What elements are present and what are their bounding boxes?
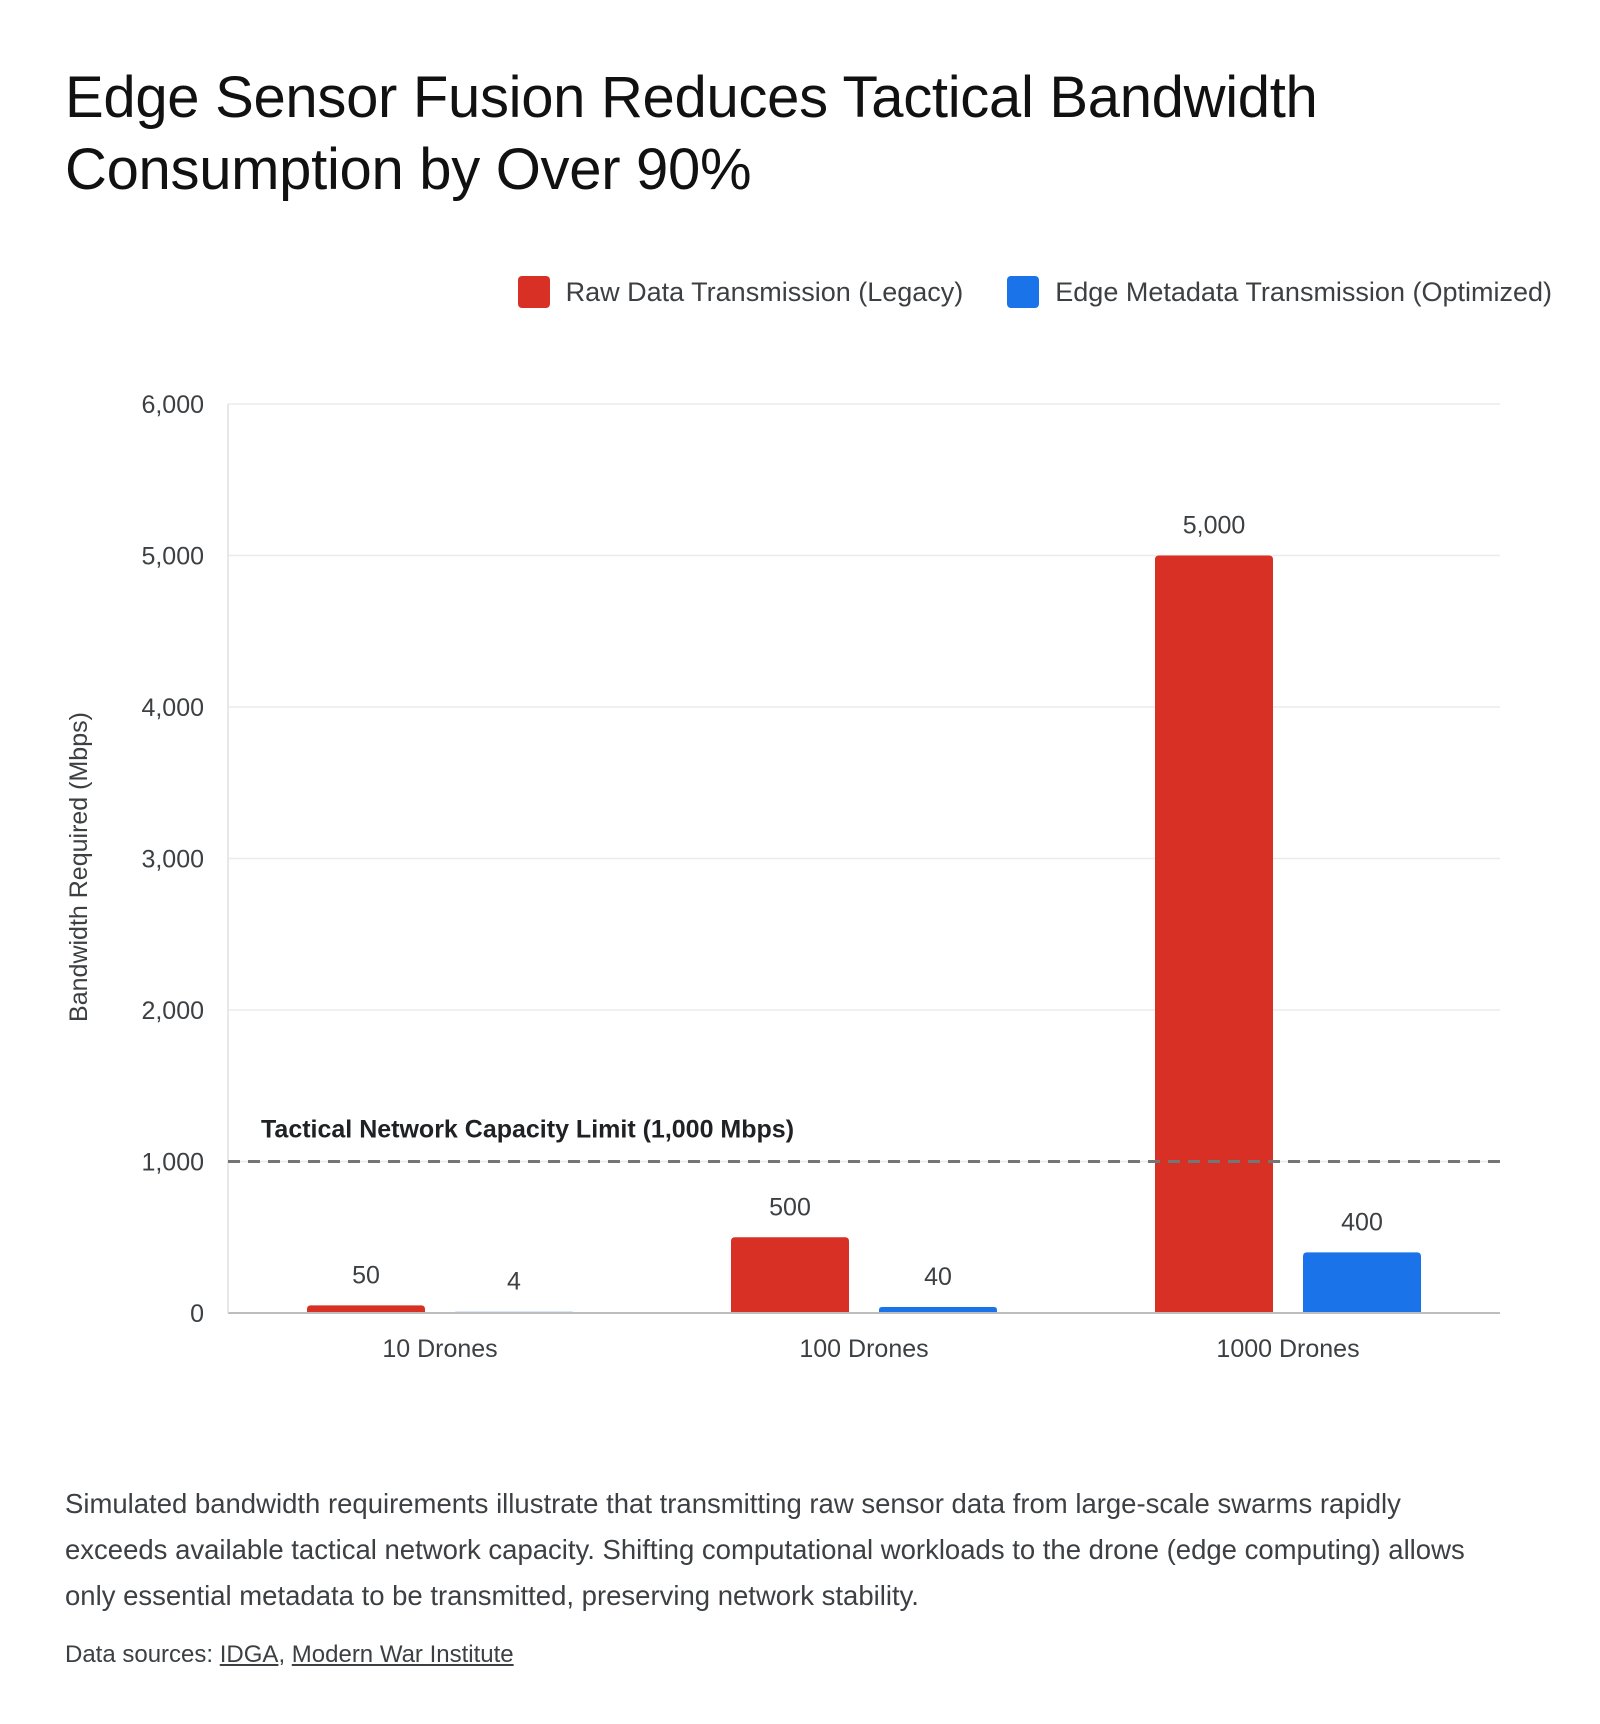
y-tick-label: 3,000 (141, 846, 204, 874)
y-tick-label: 5,000 (141, 543, 204, 571)
y-tick-labels: 0 1,000 2,000 3,000 4,000 5,000 6,000 (141, 391, 204, 1328)
y-tick-label: 4,000 (141, 694, 204, 722)
chart-description: Simulated bandwidth requirements illustr… (65, 1488, 1465, 1611)
capacity-limit-label: Tactical Network Capacity Limit (1,000 M… (261, 1116, 794, 1144)
data-label: 5,000 (1183, 512, 1246, 540)
x-tick-label: 10 Drones (382, 1335, 497, 1363)
legend-label-raw: Raw Data Transmission (Legacy) (565, 276, 964, 307)
sources-label: Data sources: (65, 1641, 214, 1668)
data-labels: 50 4 500 40 5,000 400 (352, 512, 1383, 1296)
bar-raw[interactable] (731, 1237, 849, 1313)
chart-legend: Raw Data Transmission (Legacy) Edge Meta… (517, 276, 1552, 308)
x-tick-label: 1000 Drones (1216, 1335, 1359, 1363)
data-sources: Data sources: IDGA, Modern War Institute (65, 1641, 514, 1669)
gridlines (228, 403, 1500, 1163)
legend-item-edge[interactable]: Edge Metadata Transmission (Optimized) (1007, 276, 1552, 308)
x-tick-labels: 10 Drones 100 Drones 1000 Drones (382, 1335, 1359, 1363)
data-label: 4 (507, 1268, 521, 1296)
bar-edge[interactable] (1303, 1252, 1421, 1313)
source-link-idga[interactable]: IDGA (219, 1641, 279, 1668)
bar-chart: 0 1,000 2,000 3,000 4,000 5,000 6,000 Bandwidt… (65, 391, 1502, 1363)
y-tick-label: 1,000 (141, 1149, 204, 1177)
source-link-modern-war-institute[interactable]: Modern War Institute (291, 1641, 514, 1668)
y-tick-label: 0 (190, 1300, 204, 1328)
data-label: 500 (769, 1193, 811, 1221)
y-tick-label: 6,000 (141, 391, 204, 419)
legend-swatch-raw (517, 276, 550, 308)
bar-raw[interactable] (307, 1305, 425, 1313)
data-label: 400 (1341, 1208, 1383, 1236)
legend-swatch-edge (1007, 276, 1040, 308)
chart-title: Edge Sensor Fusion Reduces Tactical Band… (65, 65, 1318, 202)
data-label: 40 (924, 1263, 952, 1291)
sources-separator: , (278, 1641, 286, 1668)
data-label: 50 (352, 1261, 380, 1289)
legend-label-edge: Edge Metadata Transmission (Optimized) (1055, 276, 1552, 307)
bar-edge[interactable] (879, 1306, 997, 1313)
y-axis-label: Bandwidth Required (Mbps) (65, 712, 93, 1022)
x-tick-label: 100 Drones (799, 1335, 928, 1363)
y-tick-label: 2,000 (141, 997, 204, 1025)
bar-raw[interactable] (1155, 555, 1273, 1314)
legend-item-raw[interactable]: Raw Data Transmission (Legacy) (517, 276, 964, 308)
bars (307, 555, 1421, 1314)
